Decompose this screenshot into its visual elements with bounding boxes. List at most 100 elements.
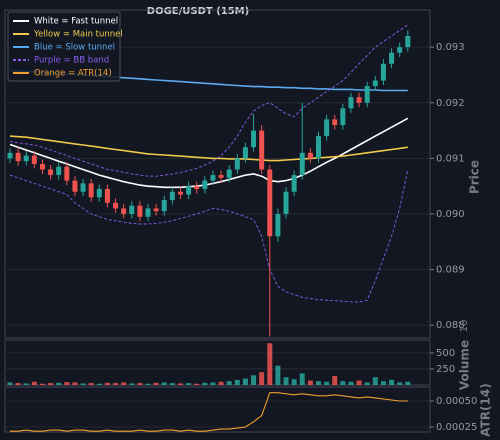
candle-body (161, 200, 167, 212)
volume-bar (64, 382, 70, 385)
candle-body (251, 130, 257, 148)
volume-bar (169, 383, 175, 385)
volume-bar (234, 379, 240, 385)
volume-bar (291, 379, 297, 385)
candle-body (48, 169, 54, 176)
volume-bar (72, 382, 78, 385)
candle-body (96, 188, 102, 198)
volume-bar (340, 381, 346, 385)
volume-bar (364, 382, 370, 385)
volume-bar (7, 382, 13, 385)
legend-label: White = Fast tunnel (34, 17, 118, 27)
bb-band-line (9, 24, 409, 177)
volume-bar (348, 381, 354, 385)
candle-body (242, 147, 248, 159)
volume-bar (88, 383, 94, 385)
candle-body (275, 213, 281, 237)
candle-body (299, 152, 305, 176)
legend-box (7, 11, 121, 82)
panel-frame (4, 9, 431, 339)
candle-body (104, 188, 110, 203)
y-axis-label: Volume (458, 340, 472, 390)
candle-body (129, 205, 135, 214)
y-tick-label: 0.089 (436, 265, 465, 276)
volume-bar (113, 383, 119, 385)
candle-body (194, 186, 200, 189)
candle-body (153, 208, 159, 212)
volume-bar (218, 381, 224, 385)
volume-bar (186, 383, 192, 385)
volume-bar (372, 377, 378, 385)
volume-bar (251, 375, 257, 385)
candle-body (177, 191, 183, 195)
atr-line (10, 392, 408, 432)
chart-title: DOGE/USDT (15M) (147, 6, 249, 17)
y-tick-label: 0.092 (436, 98, 465, 109)
volume-bar (96, 383, 102, 385)
candle-body (56, 166, 62, 176)
volume-bar (405, 381, 411, 385)
candle-body (113, 202, 119, 209)
volume-bar (161, 382, 167, 385)
volume-bar (15, 383, 21, 385)
volume-bar (307, 380, 313, 385)
candle-body (210, 175, 216, 181)
candle-body (88, 183, 94, 198)
y-tick-label: 250 (436, 364, 455, 375)
volume-bar (137, 383, 143, 385)
candle-body (23, 155, 29, 162)
candle-body (169, 191, 175, 201)
volume-bar (48, 383, 54, 385)
candle-body (405, 36, 411, 48)
volume-bar (104, 382, 110, 385)
volume-bar (202, 382, 208, 385)
candle-body (64, 166, 70, 181)
volume-bar (80, 383, 86, 385)
panel-frame (4, 339, 431, 386)
legend-label: Orange = ATR(14) (34, 69, 112, 79)
candle-body (39, 163, 45, 170)
volume-bar (145, 383, 151, 385)
volume-bar (397, 382, 403, 385)
candle-body (267, 169, 273, 237)
candle-body (340, 108, 346, 126)
legend-label: Purple = BB band (34, 56, 109, 66)
volume-bar (153, 382, 159, 385)
volume-bar (299, 373, 305, 385)
bb-band-line (9, 169, 409, 303)
candle-body (202, 180, 208, 189)
candle-body (348, 97, 354, 109)
y-tick-label: 0.00050 (436, 396, 477, 407)
volume-bar (129, 383, 135, 385)
candle-body (283, 191, 289, 214)
candle-body (137, 205, 143, 217)
volume-bar (39, 383, 45, 385)
candle-body (186, 186, 192, 195)
y-tick-label: 0.090 (436, 209, 465, 220)
y-axis-label: ATR(14) (479, 383, 493, 436)
volume-bar (389, 379, 395, 385)
candle-body (80, 183, 86, 192)
legend-label: Yellow = Main tunnel (33, 30, 123, 40)
volume-bar (267, 343, 273, 385)
tunnel-line (9, 117, 409, 189)
candle-body (15, 152, 21, 162)
volume-bar (210, 382, 216, 385)
volume-bar (121, 382, 127, 385)
candle-body (380, 63, 386, 81)
volume-bar (380, 381, 386, 385)
candle-body (315, 136, 321, 159)
tunnel-line (9, 135, 408, 162)
candle-body (332, 119, 338, 126)
y-axis-label: Price (468, 160, 482, 194)
candle-body (307, 152, 313, 159)
candle-body (31, 155, 37, 164)
volume-bar (324, 381, 330, 385)
volume-bar (259, 372, 265, 385)
candle-body (218, 175, 224, 178)
volume-bar (356, 380, 362, 385)
candle-body (234, 158, 240, 170)
volume-bar (226, 381, 232, 385)
y-tick-label: 0.091 (436, 153, 465, 164)
